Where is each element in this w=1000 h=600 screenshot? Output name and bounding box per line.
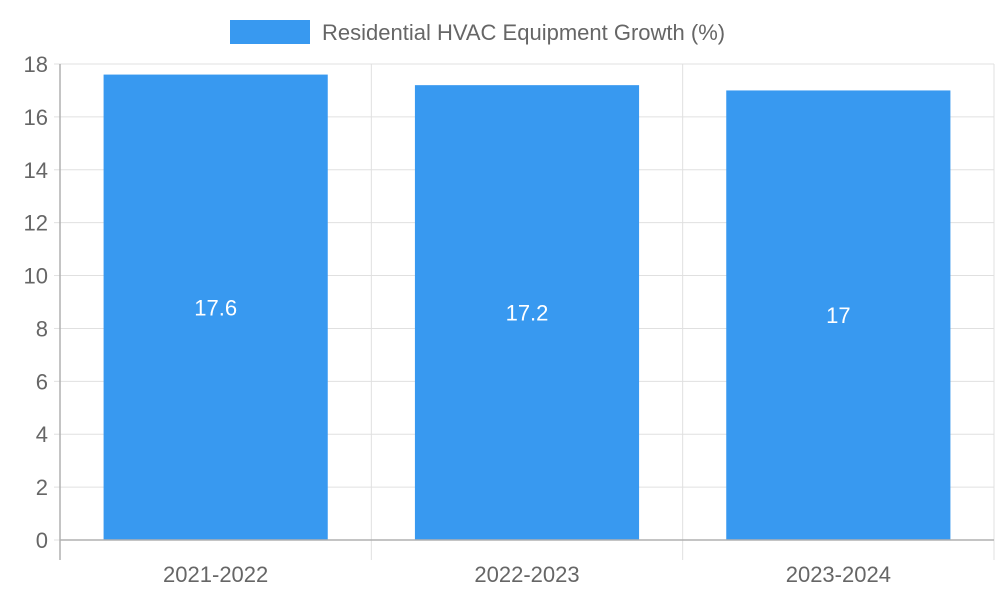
y-tick-label: 6 <box>36 369 48 394</box>
legend[interactable]: Residential HVAC Equipment Growth (%) <box>230 20 725 45</box>
y-tick-label: 12 <box>24 211 48 236</box>
legend-label: Residential HVAC Equipment Growth (%) <box>322 20 725 45</box>
y-tick-label: 18 <box>24 52 48 77</box>
y-tick-label: 10 <box>24 264 48 289</box>
bar[interactable] <box>414 85 640 541</box>
x-tick-label: 2023-2024 <box>786 562 891 587</box>
axes <box>59 64 994 560</box>
y-tick-label: 0 <box>36 528 48 553</box>
bar-value-label: 17.2 <box>506 301 549 326</box>
bar[interactable] <box>726 90 951 540</box>
x-axis-ticks: 2021-2022 2022-2023 2023-2024 <box>163 562 891 587</box>
bar-value-label: 17.6 <box>194 295 237 320</box>
legend-swatch <box>230 20 310 44</box>
y-tick-label: 14 <box>24 158 48 183</box>
x-tick-label: 2022-2023 <box>474 562 579 587</box>
y-tick-label: 16 <box>24 105 48 130</box>
y-tick-label: 8 <box>36 316 48 341</box>
bars: 17.6 17.2 17 <box>103 74 951 541</box>
y-tick-label: 4 <box>36 422 48 447</box>
bar[interactable] <box>103 74 328 541</box>
x-tick-label: 2021-2022 <box>163 562 268 587</box>
y-axis-ticks: 0 2 4 6 8 10 12 14 16 18 <box>24 52 60 553</box>
bar-value-label: 17 <box>826 303 850 328</box>
y-tick-label: 2 <box>36 475 48 500</box>
